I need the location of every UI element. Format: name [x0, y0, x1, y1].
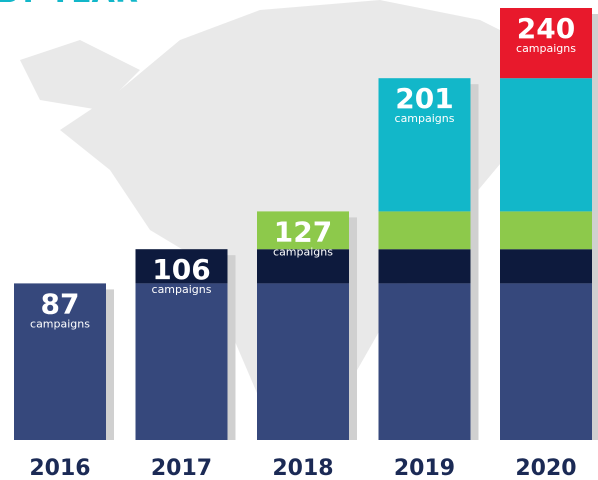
- total-unit: campaigns: [395, 112, 455, 125]
- total-unit: campaigns: [273, 245, 333, 258]
- x-tick-label: 2020: [515, 456, 576, 480]
- bar-segment: [14, 283, 106, 440]
- chart-title: BY YEAR: [0, 0, 138, 10]
- total-unit: campaigns: [152, 283, 212, 296]
- bar-segment: [135, 283, 228, 440]
- bar-segment: [135, 249, 228, 284]
- total-label: 201: [395, 82, 453, 115]
- bar-shadow: [106, 289, 114, 440]
- bar-shadow: [470, 84, 479, 440]
- total-label: 127: [274, 215, 332, 248]
- bar-shadow: [349, 217, 357, 440]
- bar-segment: [378, 211, 471, 250]
- x-tick-label: 2018: [272, 456, 333, 480]
- bar-segment: [257, 249, 349, 284]
- total-label: 106: [152, 253, 210, 286]
- bar-segment: [500, 283, 592, 440]
- bar-segment: [500, 8, 592, 79]
- bar-segment: [378, 249, 471, 284]
- bar-shadow: [227, 255, 236, 440]
- x-tick-label: 2017: [151, 456, 212, 480]
- x-tick-label: 2019: [394, 456, 455, 480]
- bar-segment: [257, 283, 349, 440]
- bar-segment: [378, 283, 471, 440]
- bar-segment: [378, 78, 471, 212]
- bar-segment: [500, 78, 592, 212]
- bar-segment: [257, 211, 349, 250]
- x-tick-label: 2016: [29, 456, 90, 480]
- total-unit: campaigns: [516, 42, 576, 55]
- bar-segment: [500, 249, 592, 284]
- total-label: 240: [517, 12, 575, 45]
- bar-shadow: [592, 14, 598, 440]
- total-unit: campaigns: [30, 317, 90, 330]
- total-label: 87: [41, 287, 80, 320]
- bar-segment: [500, 211, 592, 250]
